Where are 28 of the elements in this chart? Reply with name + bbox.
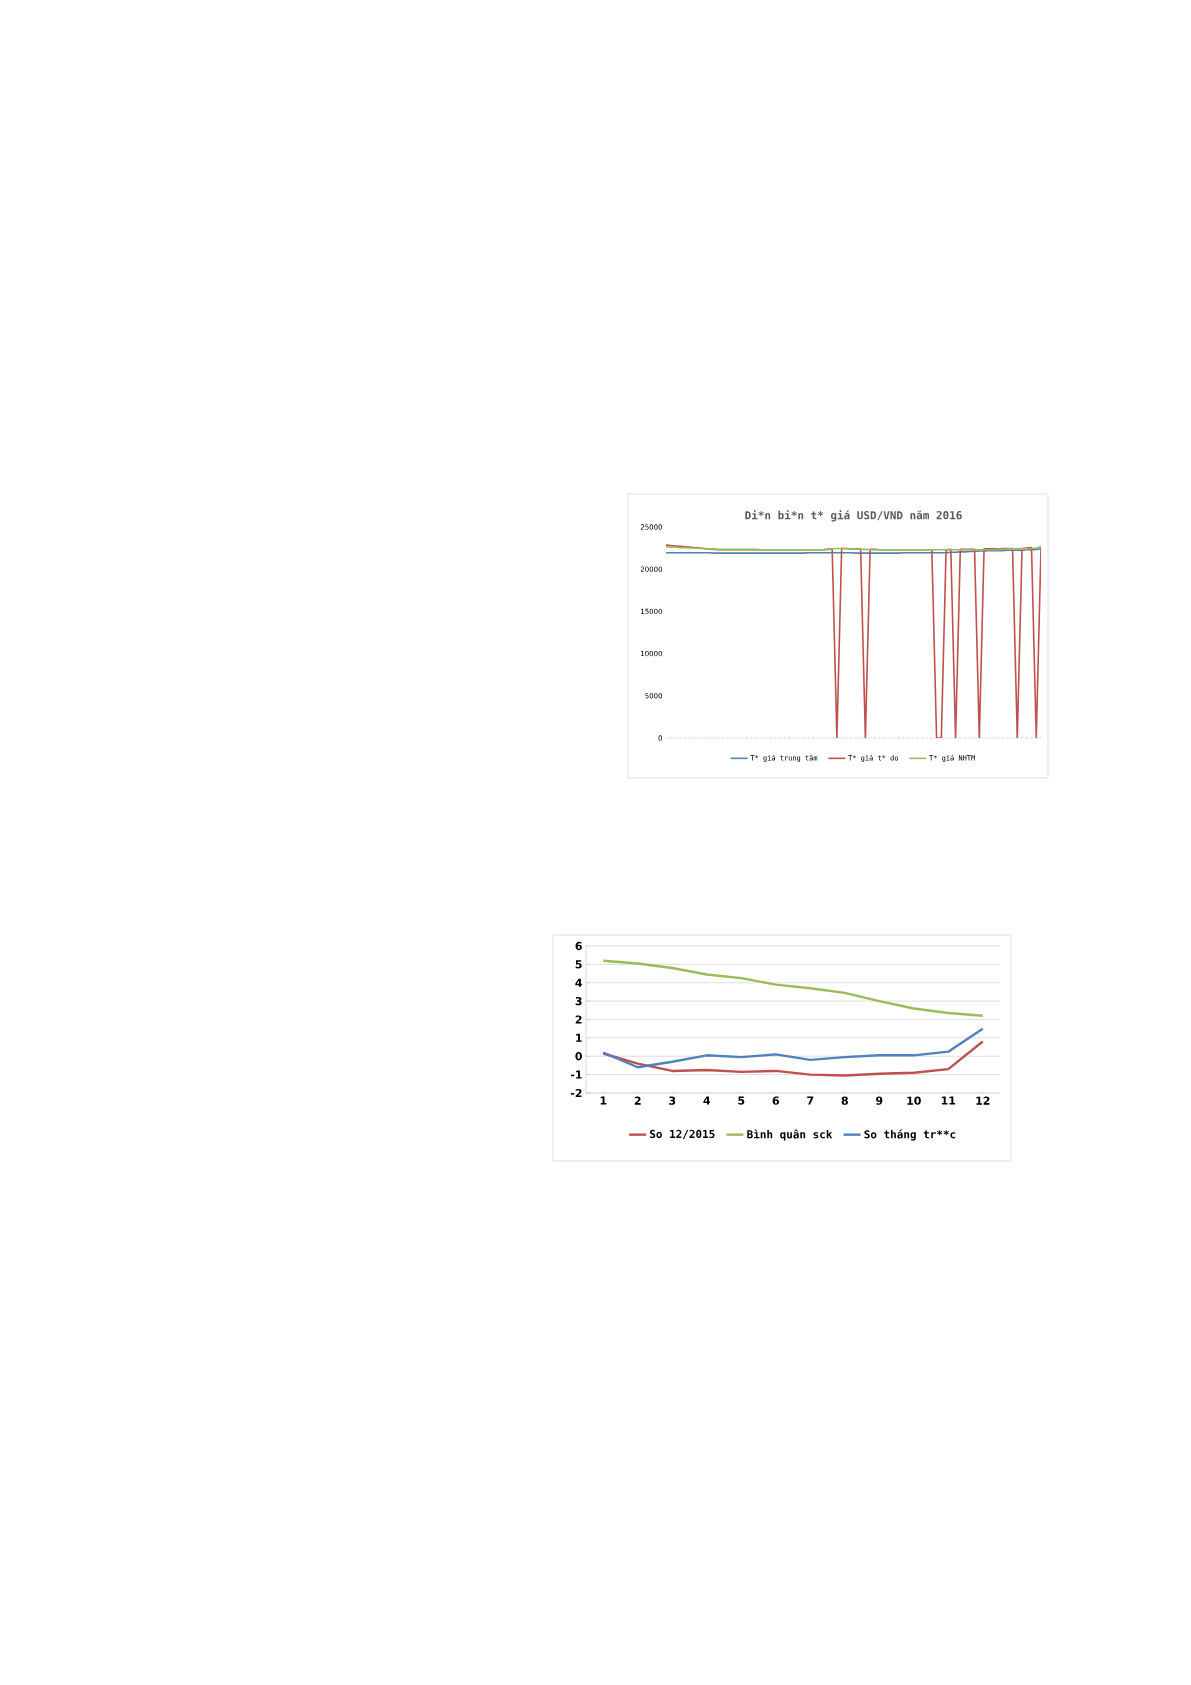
x-tick-label: 7	[807, 1096, 814, 1105]
y-tick-label: 6	[575, 941, 582, 951]
y-tick-label: 1	[576, 1033, 582, 1042]
x-tick-label: 6	[772, 1096, 779, 1105]
legend-label: So tháng tr**c	[864, 1129, 956, 1141]
x-tick-label: 11	[941, 1096, 956, 1105]
y-tick-label: 4	[575, 978, 582, 987]
y-tick-label: 5	[575, 960, 582, 969]
legend-label: So 12/2015	[649, 1129, 715, 1139]
x-tick-label: 3	[669, 1096, 676, 1105]
x-tick-label: 12	[976, 1096, 990, 1105]
line-series	[602, 959, 984, 1018]
y-tick-label: 3	[575, 996, 582, 1006]
x-tick-label: 5	[738, 1096, 745, 1105]
y-tick-label: 0	[575, 1052, 582, 1061]
line-series	[602, 1040, 984, 1077]
x-tick-label: 9	[876, 1096, 883, 1105]
line-series	[602, 1027, 984, 1069]
y-tick-label: -2	[570, 1088, 582, 1098]
y-tick-label: -1	[570, 1070, 582, 1079]
chart-title: Di*n bi*n t* giá USD/VND năm 2016	[745, 510, 962, 522]
x-tick-label: 4	[703, 1096, 711, 1105]
x-tick-label: 1	[600, 1096, 607, 1105]
y-tick-label: 2	[575, 1015, 582, 1024]
x-tick-label: 2	[634, 1096, 641, 1105]
legend-label: Bình quân sck	[747, 1129, 833, 1141]
x-tick-label: 10	[907, 1096, 921, 1105]
x-tick-label: 8	[841, 1096, 848, 1105]
